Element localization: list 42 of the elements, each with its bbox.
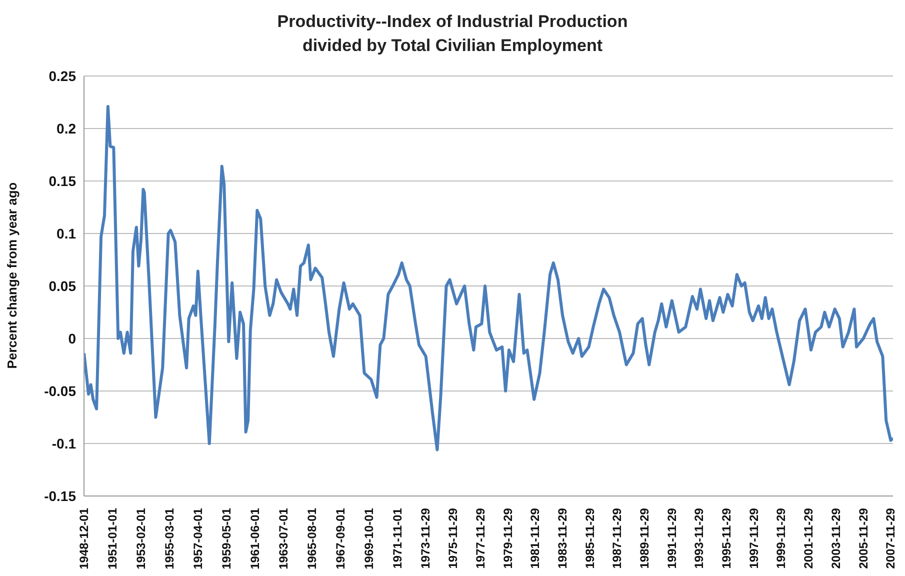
y-tick-label: 0.15 [48, 172, 76, 189]
y-tick-label: 0.1 [56, 225, 76, 242]
x-tick-label: 1951-01-01 [105, 508, 120, 570]
line-series [84, 104, 893, 452]
x-tick-label: 1991-11-29 [664, 508, 679, 569]
y-tick-label: -0.05 [44, 382, 76, 399]
y-tick-label: 0 [68, 330, 76, 346]
x-tick-label: 1955-03-01 [162, 508, 176, 570]
x-tick-label: 1965-08-01 [304, 508, 319, 570]
x-tick-label: 2001-11-29 [802, 508, 816, 569]
x-tick-label: 1963-07-01 [276, 508, 290, 570]
x-tick-label: 1977-11-29 [473, 508, 488, 569]
x-tick-label: 1995-11-29 [720, 508, 734, 569]
x-tick-label: 1957-04-01 [190, 508, 205, 570]
x-tick-label: 1983-11-29 [555, 508, 570, 569]
x-tick-label: 1948-12-01 [77, 508, 91, 570]
x-tick-label: 1959-05-01 [219, 508, 234, 570]
chart-title: Productivity--Index of Industrial Production divided by Total Civilian Employment [276, 11, 629, 57]
x-tick-label: 1979-11-29 [500, 508, 515, 569]
y-axis-title: Percent change from year ago [4, 182, 20, 368]
x-tick-label: 2007-11-29 [884, 508, 898, 569]
x-tick-label: 1981-11-29 [528, 508, 542, 569]
y-tick-label: 0.05 [48, 278, 76, 294]
y-tick-label: 0.2 [56, 120, 76, 136]
y-tick-label: -0.15 [44, 488, 76, 504]
x-tick-label: 2003-11-29 [828, 508, 843, 569]
x-tick-label: 1989-11-29 [638, 508, 652, 569]
x-tick-label: 1985-11-29 [582, 508, 597, 569]
x-tick-label: 1993-11-29 [692, 508, 706, 569]
x-tick-label: 1953-02-01 [134, 508, 148, 570]
x-tick-label: 1997-11-29 [746, 508, 761, 569]
x-tick-label: 1973-11-29 [418, 508, 433, 569]
x-tick-label: 1999-11-29 [774, 508, 788, 569]
x-tick-label: 1987-11-29 [610, 508, 624, 569]
y-tick-label: -0.1 [52, 435, 76, 452]
x-tick-label: 1969-10-01 [362, 508, 376, 570]
x-tick-label: 1971-11-01 [390, 508, 404, 569]
x-tick-label: 1961-06-01 [248, 508, 262, 570]
x-tick-label: 2005-11-29 [856, 508, 870, 569]
x-tick-label: 1975-11-29 [446, 508, 460, 569]
y-tick-label: 0.25 [48, 68, 76, 84]
x-tick-label: 1967-09-01 [333, 508, 348, 570]
